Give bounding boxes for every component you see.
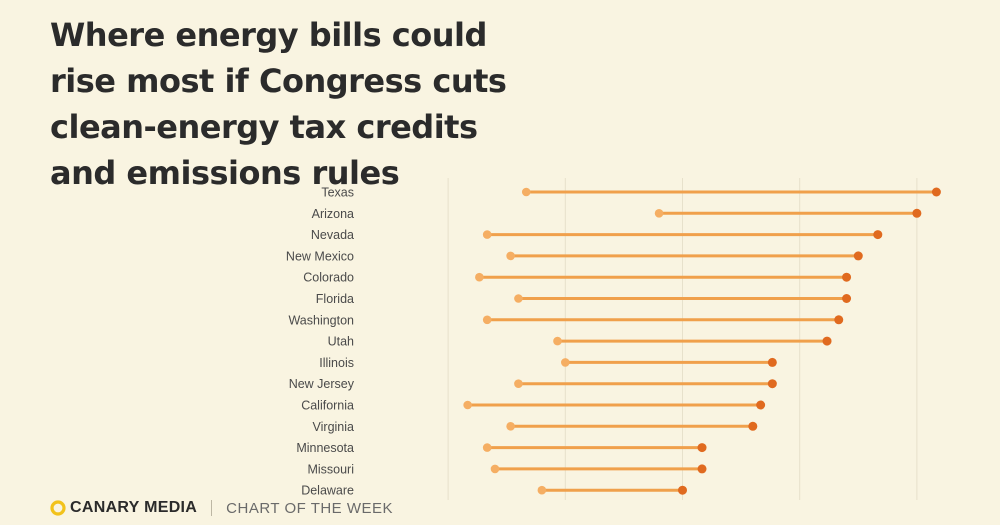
end-point-arizona [912, 208, 922, 218]
category-label-texas: Texas [321, 186, 354, 200]
end-point-virginia [748, 421, 758, 431]
category-label-illinois: Illinois [319, 356, 354, 370]
category-label-washington: Washington [288, 313, 354, 327]
start-point-new-mexico [506, 251, 515, 261]
category-label-delaware: Delaware [301, 484, 354, 498]
start-point-arizona [654, 209, 664, 218]
category-label-california: California [301, 399, 354, 413]
category-labels: Texas Arizona Nevada New Mexico Colorado Flor… [286, 186, 355, 498]
start-point-missouri [490, 464, 500, 474]
start-point-new-jersey [514, 379, 523, 389]
brand-name: CANARY MEDIA [70, 499, 198, 516]
category-label-new-mexico: New Mexico [286, 249, 354, 263]
end-point-illinois [767, 357, 777, 367]
start-point-texas [521, 187, 531, 197]
category-label-minnesota: Minnesota [296, 441, 354, 455]
footer: CANARY MEDIA CHART OF THE WEEK [50, 494, 393, 522]
chart-marks [463, 187, 941, 495]
footer-tagline: CHART OF THE WEEK [226, 499, 394, 517]
end-point-washington [834, 315, 844, 325]
end-point-new-mexico [853, 251, 863, 261]
end-point-utah [822, 336, 832, 346]
start-point-minnesota [482, 443, 492, 452]
start-point-washington [482, 315, 492, 325]
category-label-virginia: Virginia [313, 420, 355, 434]
end-point-california [756, 400, 766, 410]
end-point-florida [842, 294, 852, 303]
category-label-arizona: Arizona [312, 207, 354, 221]
start-point-utah [553, 336, 562, 346]
category-label-colorado: Colorado [303, 271, 354, 285]
category-label-florida: Florida [316, 292, 354, 306]
chart-title: Where energy bills could rise most if Co… [50, 16, 507, 192]
start-point-delaware [537, 485, 547, 495]
category-label-utah: Utah [328, 335, 354, 349]
category-label-nevada: Nevada [311, 228, 354, 242]
end-point-missouri [697, 464, 707, 474]
end-point-texas [931, 187, 941, 197]
canary-logo-icon [50, 500, 66, 516]
start-point-illinois [561, 358, 570, 367]
footer-divider [211, 500, 213, 516]
category-label-missouri: Missouri [307, 462, 354, 476]
start-point-nevada [482, 230, 492, 239]
end-point-minnesota [697, 443, 707, 453]
end-point-delaware [678, 485, 687, 495]
gridlines [447, 178, 918, 500]
end-point-nevada [873, 230, 883, 240]
end-point-new-jersey [767, 379, 777, 389]
start-point-florida [514, 294, 523, 303]
start-point-virginia [506, 422, 515, 431]
end-point-colorado [842, 272, 852, 282]
category-label-new-jersey: New Jersey [289, 377, 355, 391]
start-point-colorado [475, 272, 484, 282]
start-point-california [463, 400, 472, 410]
